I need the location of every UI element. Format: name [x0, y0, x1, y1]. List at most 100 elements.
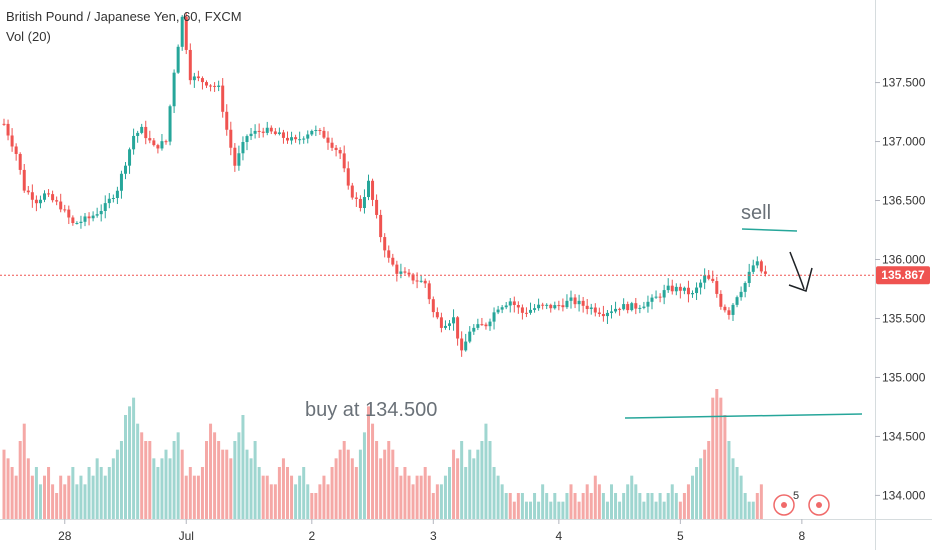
volume-bar [237, 432, 241, 519]
volume-bar [524, 501, 528, 519]
volume-bar [205, 441, 208, 519]
alert-icon-dot [781, 502, 787, 508]
event-marker[interactable] [808, 494, 830, 516]
volume-bar [703, 449, 707, 519]
price-tick-label: 134.000 [882, 488, 926, 502]
volume-bar [682, 493, 686, 519]
candle-body [221, 85, 225, 112]
candle-body [642, 306, 646, 308]
candle-body [241, 142, 245, 154]
candle-body [763, 271, 767, 274]
volume-bar [375, 441, 379, 519]
candle-body [79, 221, 83, 223]
volume-bar [707, 441, 711, 519]
candle-body [646, 301, 650, 307]
volume-legend[interactable]: Vol (20) [6, 29, 51, 44]
candle-body [387, 250, 391, 258]
volume-bar [399, 475, 403, 519]
candle-body [91, 215, 95, 219]
volume-bar [217, 441, 221, 519]
candle-body [330, 142, 334, 148]
candle-body [310, 130, 314, 135]
volume-bar [699, 458, 703, 519]
sell-arrow-stroke[interactable] [789, 251, 805, 290]
volume-bar [460, 441, 464, 519]
volume-bar [484, 423, 488, 519]
candle-body [379, 214, 383, 238]
sell-trendline[interactable] [741, 228, 798, 232]
volume-bar [156, 467, 160, 519]
candle-body [419, 280, 423, 282]
volume-bar [265, 475, 269, 519]
candle-body [691, 293, 694, 295]
candle-body [630, 303, 634, 311]
candle-body [346, 168, 350, 186]
volume-bar [26, 458, 30, 519]
volume-bar [241, 415, 245, 519]
candle-body [164, 141, 168, 143]
volume-bar [537, 501, 541, 519]
volume-bar [545, 493, 549, 519]
candle-body [755, 261, 759, 266]
volume-bar [618, 501, 622, 519]
volume-bar [362, 432, 366, 519]
volume-bar [326, 484, 330, 519]
symbol-legend[interactable]: British Pound / Japanese Yen, 60, FXCM [6, 9, 242, 24]
candle-body [573, 297, 577, 305]
volume-bar [674, 493, 678, 519]
sell-arrow-head[interactable] [788, 267, 813, 292]
buy-label[interactable]: buy at 134.500 [305, 399, 437, 421]
volume-bar [350, 458, 354, 519]
sell-annotation[interactable]: sell [741, 202, 798, 232]
volume-bar [476, 449, 480, 519]
volume-bar [662, 501, 666, 519]
sell-arrow[interactable] [788, 251, 813, 292]
buy-annotation[interactable]: buy at 134.500 [305, 399, 863, 421]
candle-body [47, 193, 51, 195]
buy-trendline[interactable] [624, 413, 863, 419]
candle-body [699, 282, 703, 288]
volume-bar [597, 484, 601, 519]
price-tick-label: 136.500 [882, 194, 926, 208]
candle-body [87, 216, 91, 219]
candle-body [71, 217, 75, 224]
volume-bar [759, 484, 763, 519]
candle-body [516, 304, 520, 308]
volume-bar [464, 467, 468, 519]
time-axis[interactable]: 28 Jul 2 3 4 5 8 [58, 519, 806, 543]
candle-body [75, 222, 79, 224]
time-tick-label: Jul [179, 529, 194, 543]
alert-icon-outer[interactable] [773, 494, 795, 516]
volume-bar [83, 484, 87, 519]
price-axis[interactable]: 137.500 137.000 136.500 136.000 135.500 135.0… [875, 76, 926, 503]
candle-body [362, 197, 366, 209]
volume-bar [99, 467, 103, 519]
volume-bar [148, 441, 152, 519]
candle-body [407, 272, 411, 275]
candle-body [492, 312, 496, 322]
candle-body [358, 198, 362, 209]
candle-body [537, 304, 541, 309]
volume-bar [642, 501, 646, 519]
sell-label[interactable]: sell [741, 202, 771, 224]
candle-body [38, 199, 42, 204]
volume-bar [225, 449, 229, 519]
volume-bar [557, 501, 561, 519]
candle-body [59, 201, 63, 210]
volume-bar [488, 441, 492, 519]
volume-bar [508, 493, 512, 519]
candle-body [423, 280, 427, 284]
candle-body [464, 341, 468, 351]
candle-body [634, 303, 638, 309]
candle-body [99, 210, 103, 215]
alert-indicator[interactable]: 5 [773, 490, 799, 516]
candle-body [6, 123, 10, 136]
event-icon-outer[interactable] [808, 494, 830, 516]
volume-bar [67, 475, 71, 519]
volume-bar [711, 397, 715, 519]
volume-bar [281, 458, 285, 519]
candle-body [504, 305, 508, 308]
volume-bar [43, 475, 46, 519]
